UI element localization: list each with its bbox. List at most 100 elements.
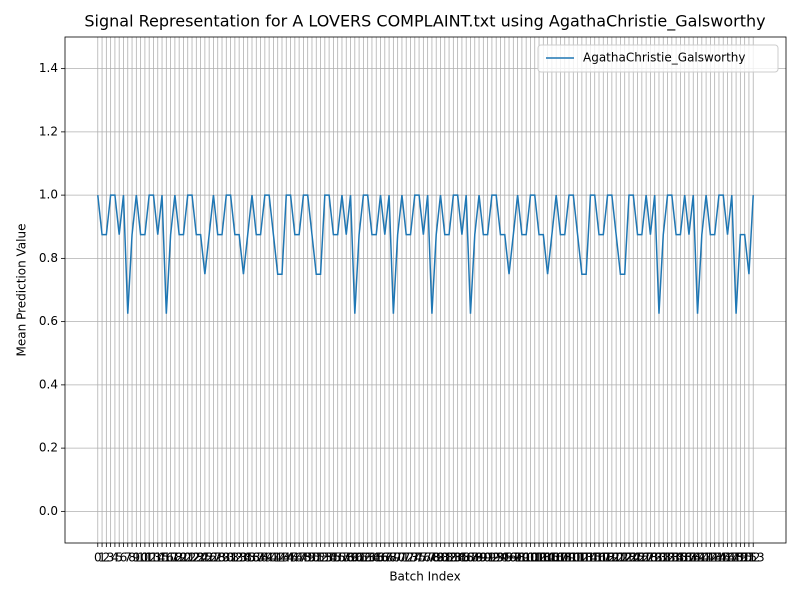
x-tick-label: 31	[223, 551, 238, 565]
x-tick-label: 54	[321, 551, 336, 565]
x-tick-label: 44	[279, 551, 294, 565]
x-tick-label: 69	[386, 551, 401, 565]
x-tick-label: 77	[420, 551, 435, 565]
x-tick-label: 83	[446, 551, 461, 565]
x-tick-label: 132	[652, 551, 675, 565]
x-tick-label: 12	[142, 551, 157, 565]
x-tick-label: 46	[287, 551, 302, 565]
x-tick-label: 151	[733, 551, 756, 565]
x-tick-label: 47	[291, 551, 306, 565]
x-tick-label: 48	[296, 551, 311, 565]
x-tick-label: 52	[313, 551, 328, 565]
x-tick-label: 143	[699, 551, 722, 565]
x-tick-label: 133	[656, 551, 679, 565]
x-tick-label: 22	[184, 551, 199, 565]
x-tick-label: 17	[163, 551, 178, 565]
x-tick-label: 71	[394, 551, 409, 565]
x-tick-label: 40	[261, 551, 276, 565]
x-tick-label: 138	[678, 551, 701, 565]
x-tick-label: 135	[665, 551, 688, 565]
x-tick-label: 134	[660, 551, 683, 565]
x-tick-label: 102	[523, 551, 546, 565]
x-tick-label: 0	[94, 551, 102, 565]
x-tick-label: 99	[514, 551, 529, 565]
x-tick-label: 30	[219, 551, 234, 565]
x-tick-label: 93	[489, 551, 504, 565]
x-tick-label: 103	[528, 551, 551, 565]
x-tick-label: 141	[690, 551, 713, 565]
x-tick-label: 123	[613, 551, 636, 565]
x-tick-label: 34	[236, 551, 251, 565]
x-tick-label: 26	[202, 551, 217, 565]
x-tick-label: 112	[566, 551, 589, 565]
x-tick-label: 7	[124, 551, 132, 565]
x-tick-label: 28	[210, 551, 225, 565]
legend: AgathaChristie_Galsworthy	[537, 44, 779, 73]
x-tick-label: 4	[111, 551, 119, 565]
x-tick-label: 92	[484, 551, 499, 565]
x-tick-label: 113	[570, 551, 593, 565]
x-tick-label: 67	[377, 551, 392, 565]
x-tick-label: 70	[390, 551, 405, 565]
x-tick-label: 5	[115, 551, 123, 565]
y-tick-label: 0.4	[39, 377, 58, 391]
data-line	[97, 194, 754, 314]
x-tick-label: 117	[588, 551, 611, 565]
x-tick-label: 55	[326, 551, 341, 565]
x-axis-label: Batch Index	[389, 570, 460, 584]
x-tick-label: 19	[172, 551, 187, 565]
x-tick-label: 119	[596, 551, 619, 565]
x-tick-label: 18	[167, 551, 182, 565]
x-tick-label: 9	[133, 551, 141, 565]
x-tick-label: 149	[725, 551, 748, 565]
x-tick-label: 57	[334, 551, 349, 565]
x-tick-label: 130	[643, 551, 666, 565]
x-tick-label: 66	[373, 551, 388, 565]
x-tick-label: 89	[471, 551, 486, 565]
x-tick-label: 51	[309, 551, 324, 565]
x-tick-label: 90	[476, 551, 491, 565]
x-tick-label: 37	[249, 551, 264, 565]
x-tick-label: 64	[364, 551, 379, 565]
x-tick-label: 128	[635, 551, 658, 565]
x-tick-label: 20	[176, 551, 191, 565]
x-tick-label: 95	[497, 551, 512, 565]
x-tick-label: 85	[454, 551, 469, 565]
x-tick-label: 131	[648, 551, 671, 565]
x-tick-label: 98	[510, 551, 525, 565]
y-axis-label: Mean Prediction Value	[15, 224, 29, 357]
x-tick-label: 125	[622, 551, 645, 565]
x-tick-label: 10	[133, 551, 148, 565]
x-tick-label: 86	[459, 551, 474, 565]
y-tick-label: 1.0	[39, 188, 58, 202]
x-tick-label: 120	[600, 551, 623, 565]
x-tick-label: 23	[189, 551, 204, 565]
x-tick-label: 150	[729, 551, 752, 565]
x-tick-label: 76	[416, 551, 431, 565]
x-tick-label: 25	[197, 551, 212, 565]
x-tick-label: 63	[360, 551, 375, 565]
x-tick-label: 110	[558, 551, 581, 565]
x-tick-label: 91	[480, 551, 495, 565]
x-tick-label: 118	[592, 551, 615, 565]
x-tick-label: 126	[626, 551, 649, 565]
x-tick-label: 153	[742, 551, 765, 565]
x-tick-label: 60	[347, 551, 362, 565]
x-tick-label: 14	[150, 551, 165, 565]
x-tick-label: 29	[214, 551, 229, 565]
x-tick-label: 1	[98, 551, 106, 565]
x-tick-label: 82	[441, 551, 456, 565]
x-tick-label: 65	[369, 551, 384, 565]
x-tick-label: 100	[515, 551, 538, 565]
y-tick-label: 0.0	[39, 504, 58, 518]
x-tick-label: 96	[501, 551, 516, 565]
x-tick-label: 68	[381, 551, 396, 565]
x-tick-label: 114	[575, 551, 598, 565]
x-tick-label: 147	[716, 551, 739, 565]
x-tick-label: 21	[180, 551, 195, 565]
x-tick-label: 27	[206, 551, 221, 565]
x-tick-label: 139	[682, 551, 705, 565]
x-tick-label: 36	[244, 551, 259, 565]
